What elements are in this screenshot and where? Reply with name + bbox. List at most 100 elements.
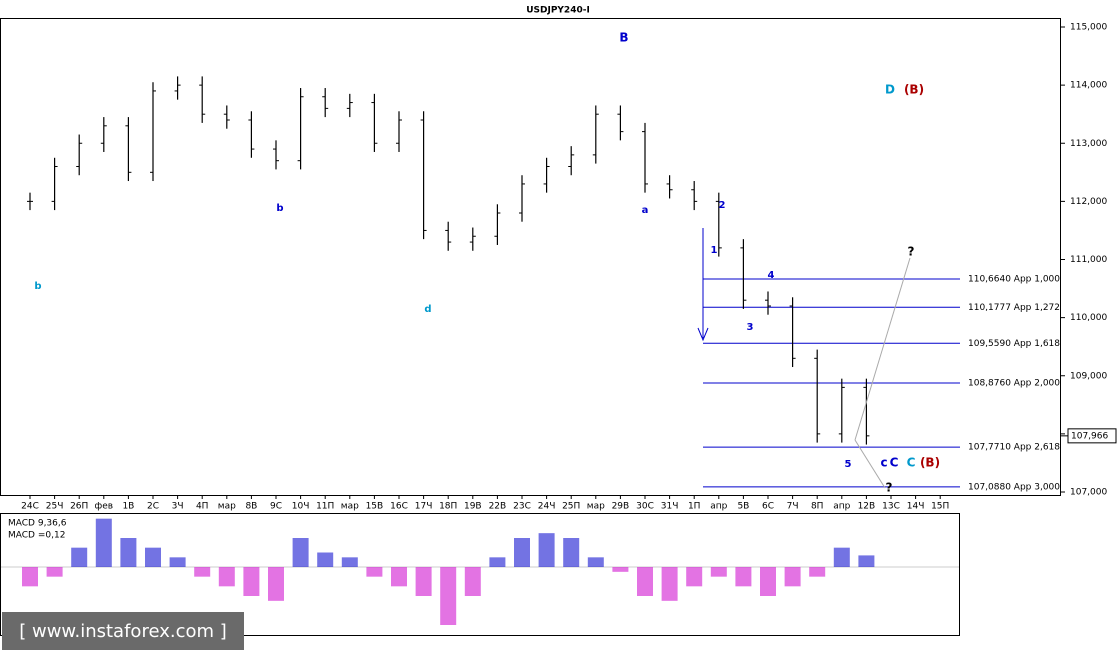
x-tick-label: фев (95, 502, 114, 512)
x-tick-label: 23С (513, 502, 531, 512)
x-tick-label: 17Ч (415, 502, 433, 512)
y-tick-label: 111,000 (1070, 255, 1107, 265)
macd-bar (243, 567, 260, 596)
macd-bar (661, 567, 678, 601)
macd-bar (71, 547, 88, 567)
x-tick-label: 14Ч (907, 502, 925, 512)
x-tick-label: 18П (439, 502, 457, 512)
macd-bar (292, 538, 309, 567)
x-tick-label: 26П (70, 502, 88, 512)
wave-label: b (276, 203, 283, 214)
macd-bar (489, 557, 506, 567)
macd-bar (563, 538, 580, 567)
x-tick-label: 22В (489, 502, 507, 512)
fib-level-label: 107,7710 App 2,618 (968, 443, 1060, 453)
macd-bar (784, 567, 801, 587)
macd-bar (686, 567, 703, 587)
y-tick-label: 109,000 (1070, 371, 1107, 381)
x-tick-label: мар (218, 502, 236, 512)
wave-label: C (907, 456, 916, 470)
wave-label: c (880, 456, 887, 470)
y-tick-label: 114,000 (1070, 81, 1107, 91)
x-tick-label: 12В (858, 502, 876, 512)
y-tick-label: 115,000 (1070, 23, 1107, 33)
macd-bar (464, 567, 481, 596)
wave-label: 4 (768, 270, 775, 281)
x-tick-label: 8В (245, 502, 257, 512)
x-tick-label: 24С (21, 502, 39, 512)
x-tick-label: 3Ч (172, 502, 184, 512)
wave-label: b (34, 281, 41, 292)
macd-bar (341, 557, 358, 567)
watermark-box (2, 612, 244, 650)
y-tick-label: 112,000 (1070, 197, 1107, 207)
x-tick-label: 24Ч (538, 502, 556, 512)
macd-bar (440, 567, 457, 625)
wave-label: 5 (845, 459, 852, 470)
fib-level-label: 110,6640 App 1,000 (968, 275, 1060, 285)
x-tick-label: 1П (688, 502, 701, 512)
x-tick-label: апр (833, 502, 850, 512)
macd-bar (194, 567, 211, 577)
x-tick-label: 19В (464, 502, 482, 512)
macd-bar (637, 567, 653, 596)
macd-bar (268, 567, 284, 601)
projection (854, 257, 911, 441)
macd-bar (760, 567, 776, 596)
macd-bar (95, 518, 112, 567)
wave-label: D (885, 83, 895, 97)
macd-bar (809, 567, 826, 577)
macd-bar (587, 557, 604, 567)
macd-bar (22, 567, 38, 587)
wave-label: C (890, 456, 899, 470)
macd-bar (366, 567, 383, 577)
macd-bar (391, 567, 407, 587)
x-tick-label: 7Ч (787, 502, 799, 512)
fib-level-label: 109,5590 App 1,618 (968, 339, 1060, 349)
macd-label: MACD 9,36,6 (8, 519, 67, 529)
fib-level-label: 108,8760 App 2,000 (968, 378, 1060, 388)
x-tick-label: 30С (636, 502, 654, 512)
x-tick-label: 15В (366, 502, 384, 512)
macd-bar (415, 567, 432, 596)
chart-title: USDJPY240-I (526, 6, 590, 16)
macd-bar (710, 567, 727, 577)
x-tick-label: 11П (316, 502, 334, 512)
macd-bar (858, 555, 875, 567)
macd-panel (0, 513, 960, 636)
x-tick-label: 1В (122, 502, 134, 512)
macd-bar (735, 567, 752, 587)
x-tick-label: 6С (762, 502, 774, 512)
x-tick-label: 10Ч (292, 502, 310, 512)
wave-label: 3 (747, 322, 754, 333)
x-tick-label: 2С (147, 502, 159, 512)
wave-label: d (424, 304, 431, 315)
wave-label: (B) (920, 456, 940, 470)
x-tick-label: 31Ч (661, 502, 679, 512)
macd-bar (612, 567, 629, 572)
macd-bar (538, 533, 555, 567)
wave-label: (B) (904, 83, 924, 97)
macd-bar (145, 547, 161, 567)
macd-bar (218, 567, 235, 587)
fib-level-label: 107,0880 App 3,000 (968, 482, 1060, 492)
x-tick-label: 9С (270, 502, 282, 512)
x-tick-label: 25Ч (46, 502, 64, 512)
macd-bar (833, 547, 850, 567)
fib-level-label: 110,1777 App 1,272 (968, 303, 1060, 313)
y-tick-label: 113,000 (1070, 139, 1107, 149)
y-tick-label: 107,000 (1070, 488, 1107, 498)
current-price-box (1067, 428, 1117, 444)
macd-value: MACD =0,12 (8, 531, 65, 541)
macd-bar (317, 552, 334, 567)
x-tick-label: 15П (931, 502, 949, 512)
current-price-label: 107,966 (1071, 431, 1108, 441)
wave-label: ? (886, 481, 893, 495)
y-tick-label: 110,000 (1070, 313, 1107, 323)
macd-bar (46, 567, 63, 577)
arrow-head (697, 327, 709, 342)
x-tick-label: 8П (811, 502, 824, 512)
x-tick-label: апр (710, 502, 727, 512)
